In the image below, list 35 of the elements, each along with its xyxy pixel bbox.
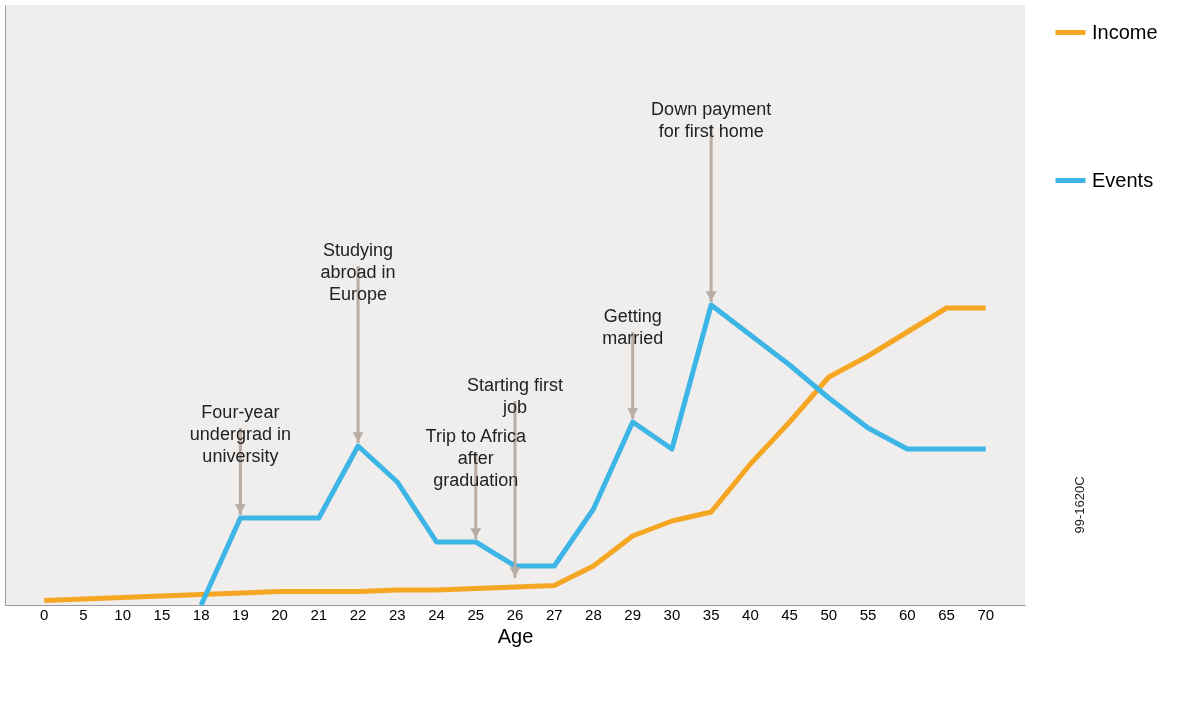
x-tick-label: 60 (898, 605, 916, 623)
x-tick-label: 25 (467, 605, 485, 623)
annotation: Down payment for first home (651, 99, 772, 141)
annotation: Studying abroad in Europe (320, 240, 396, 304)
x-tick-label: 0 (40, 605, 49, 623)
x-tick-label: 30 (663, 605, 681, 623)
x-axis-title: Age (497, 624, 534, 647)
x-tick-label: 20 (271, 605, 288, 623)
x-tick-label: 28 (585, 605, 602, 623)
legend-label: Income (1092, 20, 1158, 43)
x-tick-label: 18 (192, 605, 210, 623)
x-tick-label: 45 (781, 605, 798, 623)
x-tick-label: 50 (820, 605, 838, 623)
annotation: Starting first job (466, 375, 564, 417)
annotation: Trip to Africa after graduation (425, 426, 527, 490)
x-tick-label: 35 (702, 605, 720, 623)
legend-label: Events (1092, 168, 1154, 191)
x-tick-label: 24 (428, 605, 445, 623)
x-tick-label: 55 (859, 605, 877, 623)
annotation: Four-year undergrad in university (189, 402, 291, 466)
x-tick-label: 26 (506, 605, 524, 623)
annotation: Getting married (602, 306, 664, 348)
x-tick-label: 22 (349, 605, 367, 623)
x-tick-label: 70 (977, 605, 995, 623)
x-tick-label: 19 (232, 605, 249, 623)
x-tick-label: 65 (938, 605, 955, 623)
x-tick-label: 15 (153, 605, 171, 623)
x-tick-label: 5 (79, 605, 88, 623)
x-tick-label: 23 (388, 605, 406, 623)
x-tick-label: 29 (624, 605, 642, 623)
x-tick-label: 40 (742, 605, 759, 623)
x-tick-label: 10 (114, 605, 132, 623)
x-tick-label: 27 (545, 605, 563, 623)
x-tick-label: 21 (310, 605, 328, 623)
text: 99-1620C (1072, 476, 1087, 534)
